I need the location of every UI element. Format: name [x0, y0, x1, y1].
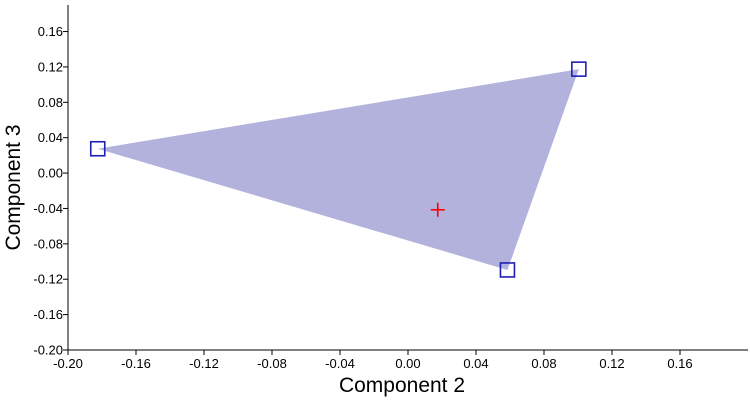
x-tick-label: 0.08	[531, 356, 556, 371]
y-axis-title: Component 3	[2, 124, 25, 250]
x-tick-label: -0.04	[325, 356, 355, 371]
y-tick-label: 0.16	[38, 24, 63, 39]
x-tick-label: 0.12	[599, 356, 624, 371]
y-tick-label: 0.08	[38, 95, 63, 110]
x-tick-label: 0.16	[667, 356, 692, 371]
x-tick-label: -0.16	[121, 356, 151, 371]
convex-hull-layer	[97, 69, 579, 270]
x-tick-label: -0.12	[189, 356, 219, 371]
data-points	[89, 61, 587, 278]
x-tick-label: 0.00	[395, 356, 420, 371]
centroid-plus-marker	[430, 202, 445, 217]
x-tick-label: 0.04	[463, 356, 488, 371]
x-tick-label: -0.20	[53, 356, 83, 371]
y-tick-label: -0.20	[33, 343, 63, 358]
convex-hull-polygon	[97, 69, 579, 270]
y-tick-label: 0.12	[38, 59, 63, 74]
y-tick-label: -0.12	[33, 272, 63, 287]
x-axis-title: Component 2	[339, 374, 465, 397]
y-tick-label: -0.04	[33, 201, 63, 216]
y-tick-label: 0.04	[38, 130, 63, 145]
data-point-square	[571, 61, 587, 77]
y-tick-label: 0.00	[38, 166, 63, 181]
y-tick-label: -0.16	[33, 307, 63, 322]
y-tick-label: -0.08	[33, 236, 63, 251]
data-point-square	[499, 262, 516, 278]
data-point-square	[89, 140, 106, 157]
x-tick-label: -0.08	[257, 356, 287, 371]
ticks: -0.20 -0.16 -0.12 -0.08 -0.04 0.00 0.04 0.08 0.1…	[33, 24, 692, 371]
